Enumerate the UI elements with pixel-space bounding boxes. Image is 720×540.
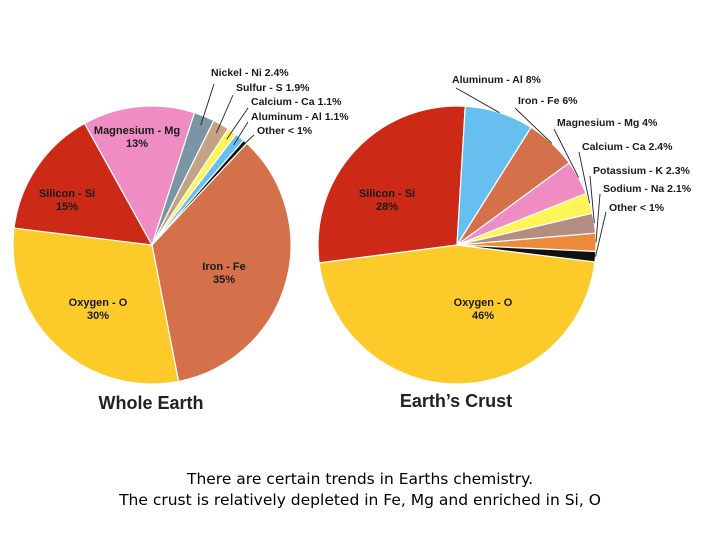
whole-earth-label-iron: Iron - Fe 35%: [202, 261, 245, 286]
earths-crust-title: Earth’s Crust: [400, 391, 512, 411]
whole-earth-leader-calcium: [226, 107, 249, 140]
whole-earth-slice-oxygen: [12, 227, 180, 385]
crust-leader-sodium: [595, 193, 601, 243]
crust-slice-silicon: [317, 105, 466, 264]
crust-label-iron: Iron - Fe 6%: [518, 95, 578, 107]
crust-leader-magnesium: [553, 128, 580, 178]
caption-line-2: The crust is relatively depleted in Fe, …: [119, 491, 601, 509]
whole-earth-leader-nickel: [200, 83, 215, 126]
whole-earth-slice-magnesium: [83, 105, 196, 247]
whole-earth-pie: Iron - Fe 35% Oxygen - O 30% Silicon - Si 15%…: [12, 67, 349, 385]
crust-label-calcium: Calcium - Ca 2.4%: [582, 141, 673, 153]
whole-earth-slice-other: [151, 139, 248, 246]
whole-earth-slice-silicon: [13, 122, 154, 246]
whole-earth-leader-other: [238, 134, 255, 150]
whole-earth-label-calcium: Calcium - Ca 1.1%: [251, 96, 342, 108]
crust-leader-iron: [514, 107, 553, 144]
crust-label-oxygen: Oxygen - O 46%: [454, 297, 513, 322]
whole-earth-label-oxygen: Oxygen - O 30%: [69, 297, 128, 322]
whole-earth-leader-sulfur: [215, 94, 234, 134]
whole-earth-label-magnesium: Magnesium - Mg 13%: [94, 125, 180, 150]
whole-earth-label-sulfur: Sulfur - S 1.9%: [236, 82, 310, 94]
whole-earth-label-other: Other < 1%: [257, 125, 313, 137]
earths-crust-pie: Oxygen - O 46% Silicon - Si 28% Aluminum - A…: [317, 74, 692, 385]
crust-leader-calcium: [578, 151, 591, 204]
whole-earth-label-silicon: Silicon - Si 15%: [39, 188, 95, 213]
crust-slice-other: [456, 244, 597, 263]
crust-label-silicon: Silicon - Si 28%: [359, 188, 415, 213]
whole-earth-label-nickel: Nickel - Ni 2.4%: [211, 67, 289, 79]
crust-slice-oxygen: [318, 244, 596, 385]
caption-line-1: There are certain trends in Earths chemi…: [186, 470, 534, 488]
crust-leader-potassium: [589, 175, 595, 224]
crust-label-magnesium: Magnesium - Mg 4%: [557, 117, 658, 129]
whole-earth-leader-aluminum: [233, 121, 249, 146]
crust-label-aluminum: Aluminum - Al 8%: [452, 74, 542, 86]
whole-earth-title: Whole Earth: [98, 393, 203, 413]
crust-label-other: Other < 1%: [609, 202, 665, 214]
crust-label-potassium: Potassium - K 2.3%: [593, 165, 691, 177]
whole-earth-slice-iron: [151, 142, 292, 383]
crust-leader-other: [595, 211, 607, 257]
crust-leader-aluminum: [455, 87, 500, 114]
whole-earth-label-aluminum: Aluminum - Al 1.1%: [251, 111, 349, 123]
crust-label-sodium: Sodium - Na 2.1%: [603, 183, 692, 195]
